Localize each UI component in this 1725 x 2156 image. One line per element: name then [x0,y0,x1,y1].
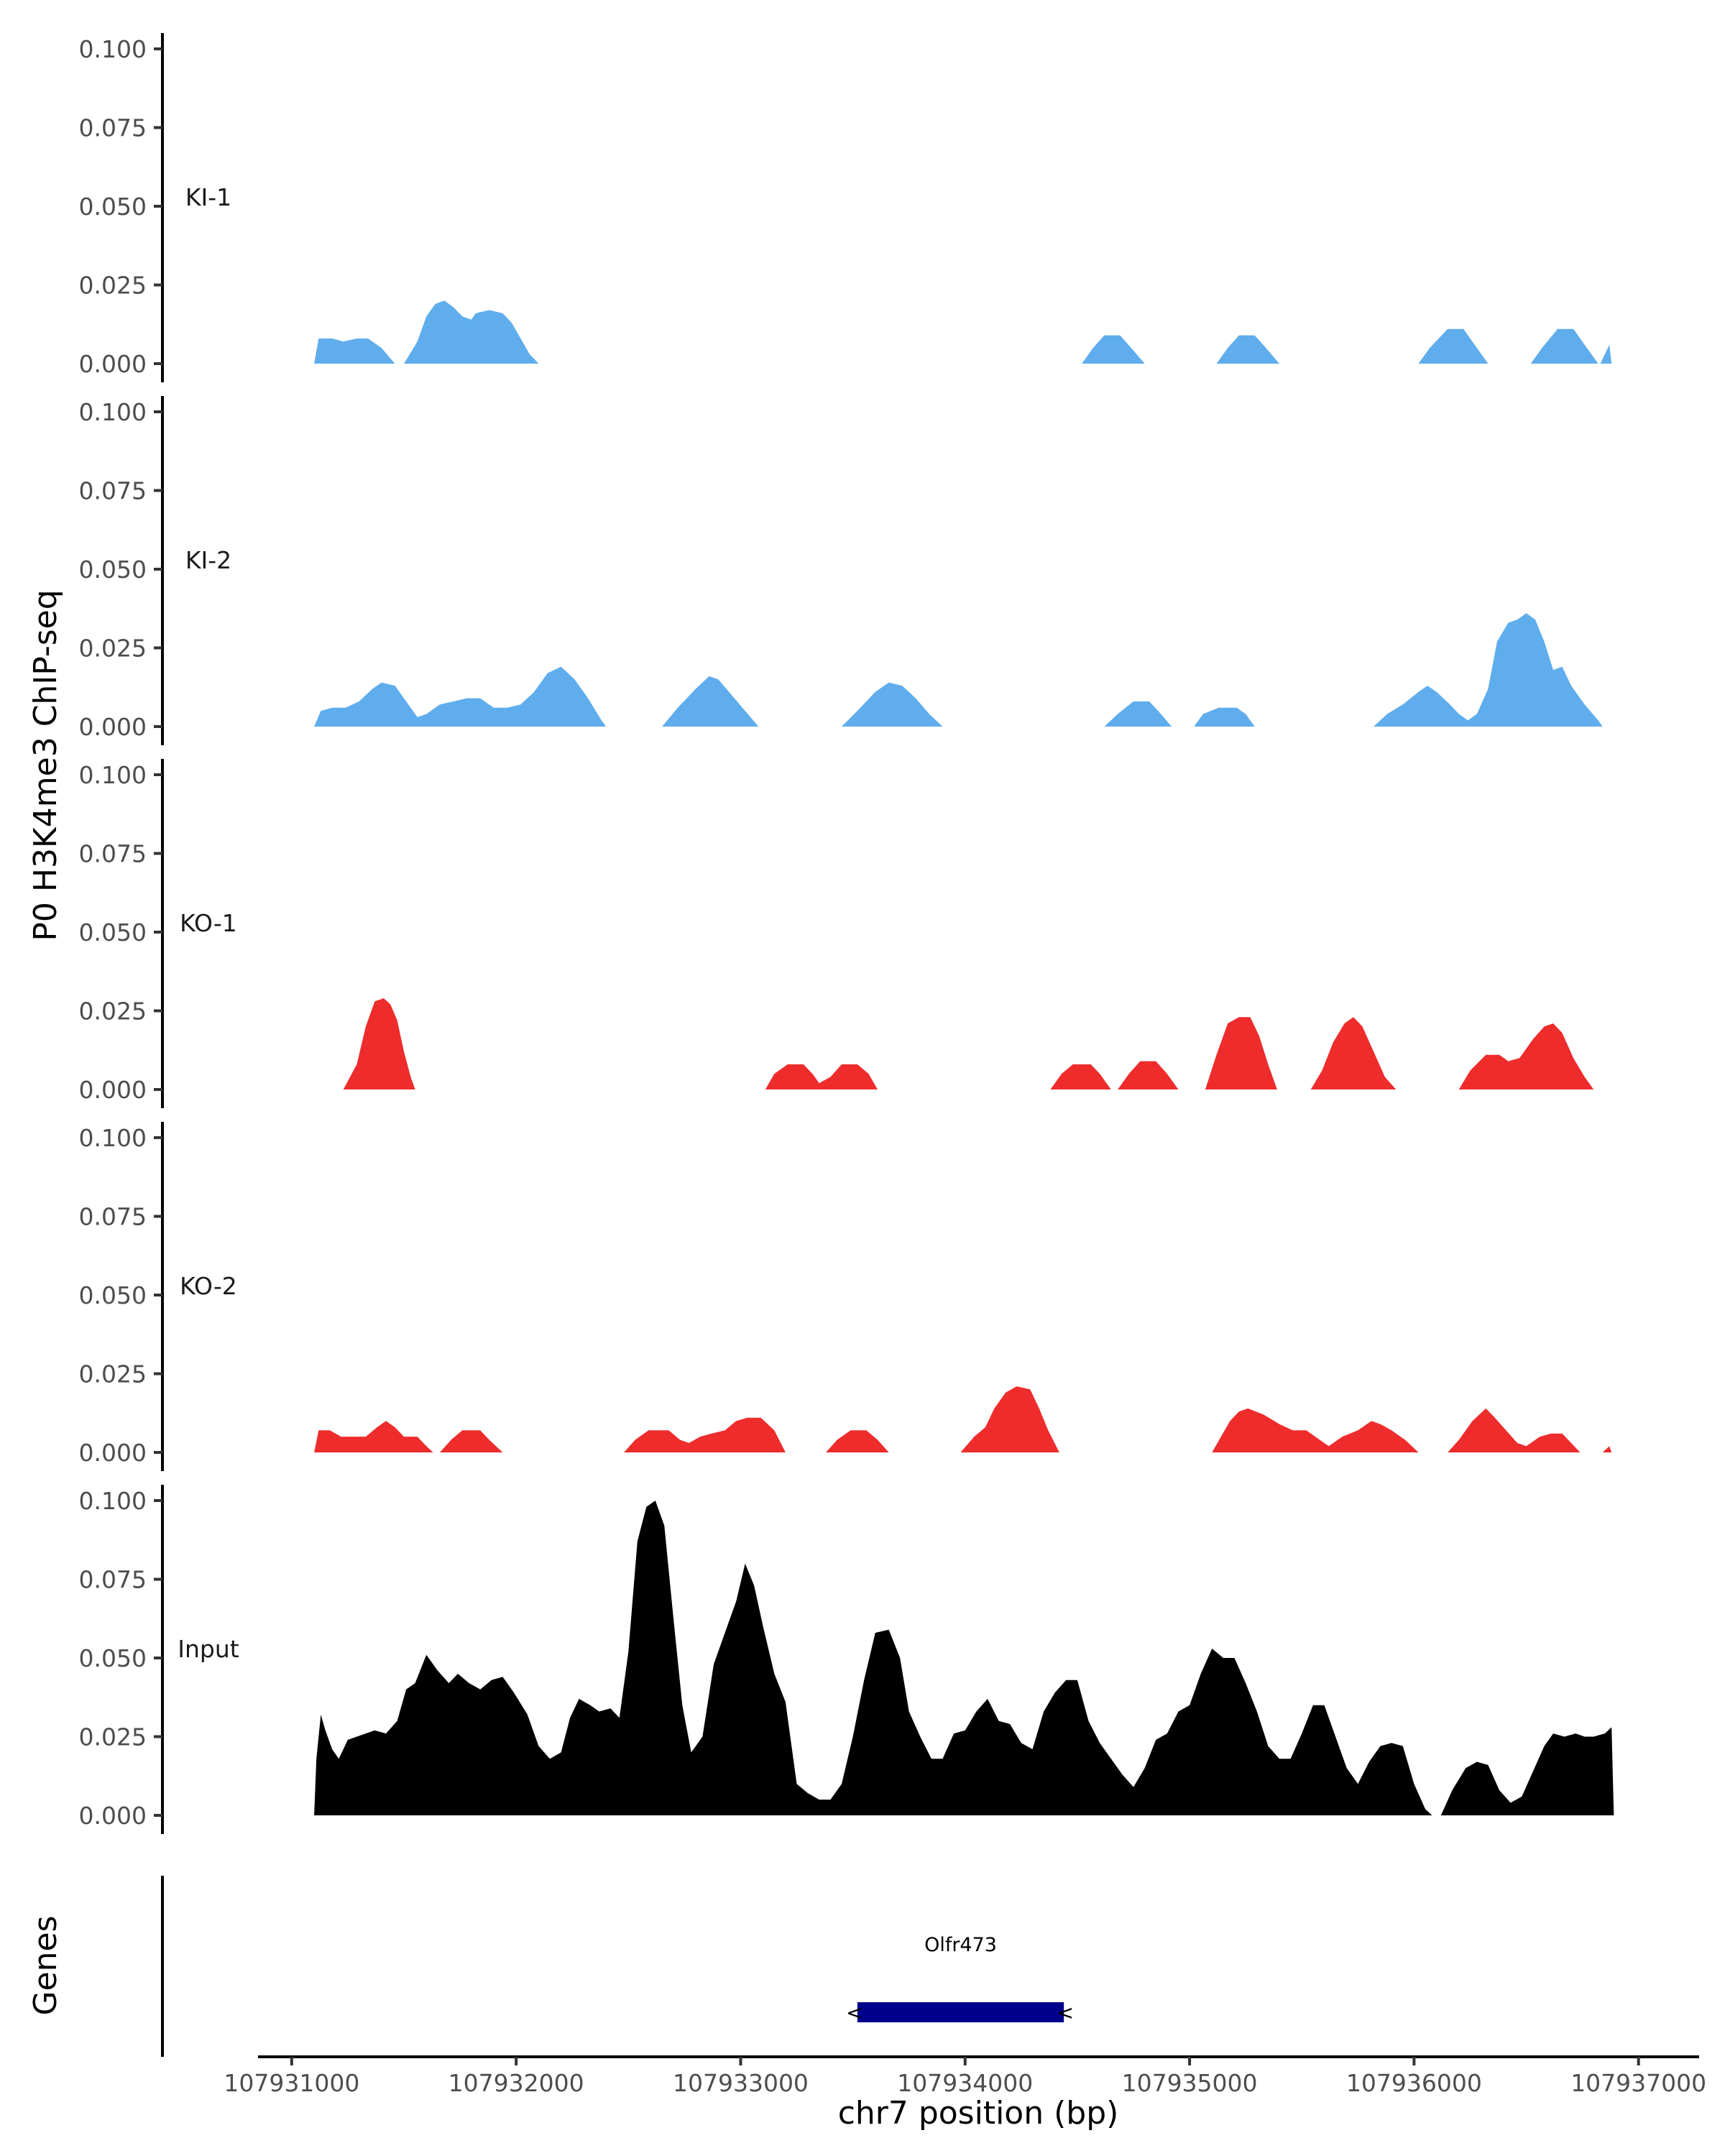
y-tick-label: 0.000 [79,713,147,741]
gene-body-olfr473 [857,2002,1064,2022]
signal-peak-ko-1 [343,998,415,1089]
signal-peak-ki-2 [314,666,607,727]
signal-peak-ko-2 [826,1430,889,1452]
track-ko-1: 0.000 0.025 0.050 0.075 0.100 KO-1 [79,759,1594,1108]
x-tick-label: 107937000 [1570,2069,1706,2097]
signal-peak-ko-2 [440,1430,503,1452]
signal-peak-ki-1 [314,338,395,364]
x-tick-label: 107934000 [897,2069,1033,2097]
y-tick-label: 0.025 [79,998,147,1026]
y-tick-label: 0.000 [79,1439,147,1467]
x-tick-label: 107935000 [1122,2069,1258,2097]
signal-peak-input [1440,1727,1614,1815]
signal-peak-ko-2 [1212,1408,1419,1452]
y-tick-label: 0.025 [79,1723,147,1751]
track-label-input: Input [178,1635,239,1663]
signal-peak-ko-1 [1050,1064,1111,1089]
signal-peak-ki-2 [662,676,759,727]
track-ki-2: 0.000 0.025 0.050 0.075 0.100 KI-2 [79,396,1603,745]
track-label-ki-2: KI-2 [185,546,231,574]
x-tick-label: 107936000 [1346,2069,1482,2097]
signal-peak-ko-2 [314,1421,433,1452]
y-tick-label: 0.075 [79,477,147,505]
x-tick-label: 107932000 [448,2069,584,2097]
signal-peak-ko-1 [765,1064,878,1089]
x-axis: chr7 position (bp) 107931000 107932000 107… [224,2055,1706,2132]
y-tick-label: 0.050 [79,556,147,584]
y-tick-label: 0.100 [79,1487,147,1515]
gene-strand-marker: < [846,2001,862,2024]
y-tick-label: 0.025 [79,1360,147,1388]
y-tick-label: 0.025 [79,635,147,663]
y-tick-label: 0.000 [79,350,147,378]
gene-track: Genes < < Olfr473 [27,1876,1074,2057]
track-input: 0.000 0.025 0.050 0.075 0.100 Input [79,1485,1614,1834]
signal-peak-ki-2 [1374,613,1603,727]
signal-peak-ki-2 [1104,701,1172,727]
y-tick-label: 0.075 [79,840,147,868]
y-tick-label: 0.025 [79,272,147,300]
signal-peak-ko-1 [1310,1017,1397,1089]
y-tick-label: 0.000 [79,1076,147,1104]
track-ko-2: 0.000 0.025 0.050 0.075 0.100 KO-2 [79,1122,1612,1471]
y-tick-label: 0.075 [79,114,147,142]
signal-peak-ki-1 [1216,335,1279,364]
signal-peak-ko-2 [960,1386,1059,1452]
signal-peak-ko-1 [1118,1061,1179,1089]
y-tick-label: 0.050 [79,193,147,221]
signal-peak-ki-1 [404,300,539,364]
signal-peak-ki-2 [1194,707,1255,727]
x-tick-label: 107933000 [673,2069,809,2097]
y-tick-label: 0.000 [79,1802,147,1830]
signal-peak-input [314,1501,1432,1815]
gene-name-label: Olfr473 [924,1934,997,1956]
y-tick-label: 0.050 [79,1281,147,1309]
signal-peak-ko-1 [1458,1023,1594,1089]
track-label-ki-1: KI-1 [185,183,231,211]
signal-tracks: 0.0000.0250.0500.0750.100KI-10.0000.0250… [79,33,1614,1834]
track-label-ko-2: KO-2 [180,1272,237,1300]
signal-peak-ki-1 [1082,335,1145,364]
signal-peak-ki-2 [842,682,943,727]
gene-strand-marker: < [1057,2001,1073,2024]
y-tick-label: 0.100 [79,35,147,63]
y-tick-label: 0.100 [79,761,147,789]
x-axis-title: chr7 position (bp) [838,2095,1119,2132]
y-tick-label: 0.100 [79,1124,147,1152]
y-tick-label: 0.050 [79,1644,147,1672]
y-tick-label: 0.100 [79,398,147,426]
y-axis-title: P0 H3K4me3 ChIP-seq [27,589,64,941]
y-tick-label: 0.075 [79,1566,147,1594]
x-tick-label: 107931000 [224,2069,359,2097]
gene-track-title: Genes [27,1915,64,2015]
signal-peak-ko-2 [1602,1446,1612,1452]
signal-peak-ki-1 [1530,328,1598,364]
signal-peak-ki-1 [1418,328,1489,364]
track-ki-1: 0.000 0.025 0.050 0.075 0.100 KI-1 [79,33,1612,382]
signal-peak-ko-2 [1448,1408,1581,1452]
y-tick-label: 0.050 [79,918,147,946]
y-tick-label: 0.075 [79,1203,147,1231]
track-label-ko-1: KO-1 [180,909,237,937]
signal-peak-ko-1 [1205,1017,1277,1089]
signal-peak-ki-1 [1600,344,1612,364]
signal-peak-ko-2 [624,1417,786,1452]
